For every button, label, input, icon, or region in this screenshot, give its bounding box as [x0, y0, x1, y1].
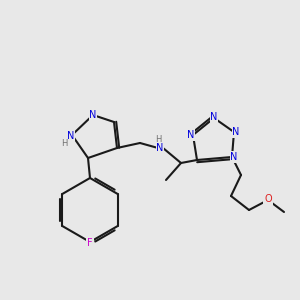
Text: N: N [67, 131, 75, 141]
Text: O: O [264, 194, 272, 204]
Text: N: N [89, 110, 97, 120]
Text: F: F [87, 238, 93, 248]
Text: H: H [155, 134, 161, 143]
Text: N: N [187, 130, 195, 140]
Text: N: N [230, 152, 238, 162]
Text: N: N [156, 143, 164, 153]
Text: N: N [210, 112, 218, 122]
Text: N: N [232, 127, 240, 137]
Text: H: H [61, 139, 67, 148]
